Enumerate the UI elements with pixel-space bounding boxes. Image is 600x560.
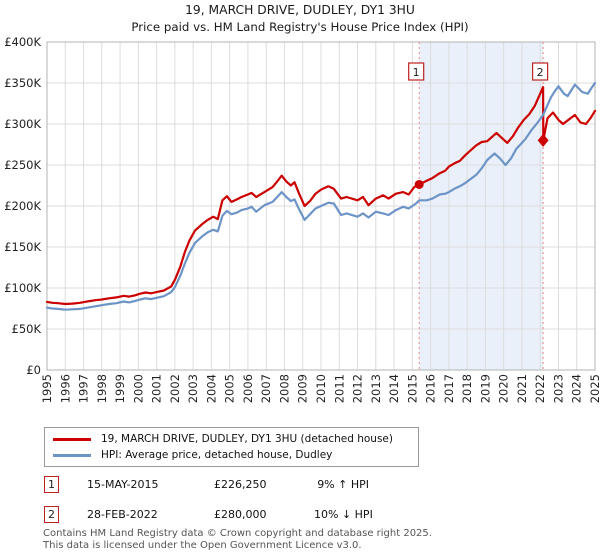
y-axis-label: £300K bbox=[4, 117, 41, 131]
x-axis-label: 2017 bbox=[442, 374, 456, 403]
x-axis-label: 2022 bbox=[533, 374, 547, 403]
y-axis-label: £200K bbox=[4, 199, 41, 213]
x-axis-label: 2008 bbox=[278, 374, 292, 403]
x-axis-label: 1996 bbox=[58, 374, 72, 403]
y-axis-label: £350K bbox=[4, 76, 41, 90]
x-axis-label: 2012 bbox=[351, 374, 365, 403]
x-axis-label: 2006 bbox=[241, 374, 255, 403]
property-price-line bbox=[45, 86, 597, 306]
x-axis-label: 2001 bbox=[150, 374, 164, 403]
x-axis-label: 2004 bbox=[204, 374, 218, 403]
sale-1-number-badge: 1 bbox=[44, 475, 59, 493]
y-axis-label: £150K bbox=[4, 240, 41, 254]
legend-item-hpi: HPI: Average price, detached house, Dudl… bbox=[53, 449, 410, 461]
x-axis-label: 1998 bbox=[95, 374, 109, 403]
x-axis-label: 2015 bbox=[405, 374, 419, 403]
plot-border bbox=[46, 41, 596, 371]
sale-marker-2 bbox=[537, 133, 549, 147]
x-axis-label: 2018 bbox=[460, 374, 474, 403]
x-axis-label: 2019 bbox=[478, 374, 492, 403]
legend-label-property: 19, MARCH DRIVE, DUDLEY, DY1 3HU (detach… bbox=[101, 433, 393, 445]
sale-2-price: £280,000 bbox=[214, 507, 267, 521]
license-footer: Contains HM Land Registry data © Crown c… bbox=[43, 528, 583, 551]
x-axis-label: 2000 bbox=[131, 374, 145, 403]
y-axis-label: £250K bbox=[4, 158, 41, 172]
x-axis-label: 2020 bbox=[497, 374, 511, 403]
x-axis-label: 1995 bbox=[40, 374, 54, 403]
x-axis-label: 2023 bbox=[552, 374, 566, 403]
x-axis-label: 1999 bbox=[113, 374, 127, 403]
sale-annotation-number-1: 1 bbox=[413, 66, 420, 79]
property-line-swatch bbox=[53, 437, 91, 441]
x-axis-label: 1997 bbox=[77, 374, 91, 403]
x-axis-label: 2021 bbox=[515, 374, 529, 403]
legend-item-property: 19, MARCH DRIVE, DUDLEY, DY1 3HU (detach… bbox=[53, 433, 410, 445]
x-axis-label: 2009 bbox=[296, 374, 310, 403]
x-axis-label: 2014 bbox=[387, 374, 401, 403]
y-axis-label: £0 bbox=[26, 363, 41, 377]
sale-row-1: 1 15-MAY-2015 £226,250 9% ↑ HPI bbox=[44, 475, 369, 493]
x-axis-label: 2025 bbox=[588, 374, 600, 403]
price-history-chart: 1 2 £0 £50K £100K £150K £200K £250K £300K £350K £4… bbox=[4, 35, 600, 403]
sale-row-2: 2 28-FEB-2022 £280,000 10% ↓ HPI bbox=[44, 505, 373, 523]
sale-2-number-badge: 2 bbox=[44, 505, 59, 523]
legend: 19, MARCH DRIVE, DUDLEY, DY1 3HU (detach… bbox=[44, 427, 419, 467]
sale-1-price: £226,250 bbox=[214, 477, 267, 491]
y-axis-label: £50K bbox=[12, 322, 42, 336]
page-title: 19, MARCH DRIVE, DUDLEY, DY1 3HU bbox=[185, 3, 415, 17]
sale-1-hpi-delta: 9% ↑ HPI bbox=[317, 477, 369, 491]
footer-line-2: This data is licensed under the Open Gov… bbox=[43, 539, 362, 551]
x-axis-label: 2024 bbox=[570, 374, 584, 403]
y-axis-label: £100K bbox=[4, 281, 41, 295]
x-axis-label: 2013 bbox=[369, 374, 383, 403]
sale-1-date: 15-MAY-2015 bbox=[87, 477, 159, 491]
sale-annotation-number-2: 2 bbox=[537, 66, 544, 79]
sale-annotation-box-2 bbox=[532, 62, 549, 81]
x-axis-label: 2007 bbox=[259, 374, 273, 403]
y-axis-label: £400K bbox=[4, 35, 41, 49]
footer-line-1: Contains HM Land Registry data © Crown c… bbox=[43, 528, 432, 539]
sale-2-hpi-delta: 10% ↓ HPI bbox=[314, 507, 373, 521]
x-axis-label: 2005 bbox=[223, 374, 237, 403]
hpi-line-swatch bbox=[53, 453, 91, 457]
page-subtitle: Price paid vs. HM Land Registry's House … bbox=[131, 20, 469, 34]
x-axis-label: 2011 bbox=[332, 374, 346, 403]
x-axis-label: 2002 bbox=[168, 374, 182, 403]
sale-annotation-box-1 bbox=[408, 62, 425, 81]
sales-table: 1 15-MAY-2015 £226,250 9% ↑ HPI 2 28-FEB… bbox=[44, 475, 373, 535]
x-axis-label: 2010 bbox=[314, 374, 328, 403]
sale-marker-1 bbox=[414, 179, 424, 189]
hpi-average-line bbox=[45, 81, 597, 311]
x-axis-label: 2016 bbox=[424, 374, 438, 403]
sale-2-date: 28-FEB-2022 bbox=[87, 507, 158, 521]
legend-label-hpi: HPI: Average price, detached house, Dudl… bbox=[101, 449, 333, 461]
x-axis-label: 2003 bbox=[186, 374, 200, 403]
